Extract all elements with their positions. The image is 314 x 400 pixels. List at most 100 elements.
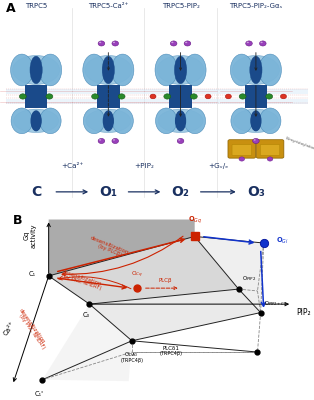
Ellipse shape: [30, 57, 42, 83]
Ellipse shape: [13, 56, 60, 84]
Ellipse shape: [103, 57, 114, 83]
Ellipse shape: [176, 111, 186, 131]
Text: +Gᵥ/ₑ: +Gᵥ/ₑ: [208, 162, 228, 168]
Text: TRPC5-Ca²⁺: TRPC5-Ca²⁺: [88, 3, 128, 9]
Ellipse shape: [230, 54, 253, 86]
Ellipse shape: [250, 110, 262, 131]
Ellipse shape: [184, 54, 206, 86]
Text: Gq
activity: Gq activity: [23, 223, 36, 248]
Text: PLCδ1: PLCδ1: [163, 346, 180, 351]
Ellipse shape: [31, 111, 41, 131]
Ellipse shape: [112, 41, 119, 46]
Ellipse shape: [251, 111, 261, 131]
Ellipse shape: [11, 108, 33, 134]
FancyBboxPatch shape: [169, 85, 192, 108]
Text: C₀: C₀: [83, 312, 90, 318]
Text: O₁: O₁: [99, 185, 117, 199]
Ellipse shape: [155, 54, 177, 86]
FancyBboxPatch shape: [245, 85, 267, 108]
Ellipse shape: [170, 41, 177, 46]
Text: (TRPC4β): (TRPC4β): [120, 358, 143, 363]
Ellipse shape: [157, 56, 204, 84]
Text: C: C: [31, 185, 41, 199]
Ellipse shape: [11, 54, 33, 86]
Ellipse shape: [85, 56, 132, 84]
Ellipse shape: [261, 42, 263, 43]
Ellipse shape: [99, 42, 101, 43]
Ellipse shape: [225, 94, 231, 99]
Ellipse shape: [40, 108, 61, 134]
Ellipse shape: [205, 94, 211, 99]
Text: C₁': C₁': [35, 391, 44, 397]
Ellipse shape: [184, 41, 191, 46]
Text: PLCβ: PLCβ: [158, 278, 171, 284]
Ellipse shape: [83, 54, 105, 86]
Text: O$_{PIP2}$: O$_{PIP2}$: [242, 274, 256, 284]
Ellipse shape: [39, 54, 62, 86]
Polygon shape: [195, 236, 264, 312]
Ellipse shape: [231, 108, 252, 134]
Ellipse shape: [112, 108, 133, 134]
Text: O$_{DAG}$: O$_{DAG}$: [124, 350, 139, 359]
Polygon shape: [49, 220, 195, 276]
Ellipse shape: [175, 56, 187, 84]
FancyBboxPatch shape: [25, 85, 47, 108]
Ellipse shape: [267, 157, 273, 161]
Ellipse shape: [30, 110, 42, 131]
Ellipse shape: [246, 41, 252, 46]
Polygon shape: [42, 304, 132, 381]
Ellipse shape: [99, 139, 101, 141]
Ellipse shape: [164, 94, 171, 99]
Ellipse shape: [46, 94, 53, 99]
Ellipse shape: [184, 108, 206, 134]
Ellipse shape: [266, 94, 273, 99]
Text: (by PKC, NHERF): (by PKC, NHERF): [61, 273, 102, 291]
Text: (TRPC4β): (TRPC4β): [160, 350, 183, 356]
Text: O$_{Gq}$: O$_{Gq}$: [188, 214, 202, 226]
Ellipse shape: [102, 56, 115, 84]
Text: +PIP₂: +PIP₂: [134, 162, 154, 168]
FancyBboxPatch shape: [260, 144, 280, 155]
Ellipse shape: [118, 94, 125, 99]
Text: O₃: O₃: [247, 185, 265, 199]
FancyBboxPatch shape: [6, 89, 308, 94]
FancyBboxPatch shape: [232, 144, 252, 155]
Ellipse shape: [232, 56, 279, 84]
Text: C₁: C₁: [29, 271, 36, 277]
Ellipse shape: [250, 56, 262, 84]
FancyBboxPatch shape: [6, 99, 308, 104]
FancyBboxPatch shape: [228, 140, 256, 158]
Ellipse shape: [247, 42, 249, 43]
Ellipse shape: [103, 111, 113, 131]
Ellipse shape: [19, 94, 26, 99]
Ellipse shape: [113, 42, 115, 43]
Ellipse shape: [83, 108, 105, 134]
Ellipse shape: [86, 109, 131, 132]
Ellipse shape: [185, 42, 187, 43]
Text: O$_{Cq}$: O$_{Cq}$: [131, 270, 143, 280]
Text: PIP₂: PIP₂: [297, 308, 311, 317]
Ellipse shape: [190, 94, 197, 99]
Ellipse shape: [98, 138, 105, 144]
Text: N-myristoylation: N-myristoylation: [284, 136, 314, 151]
Ellipse shape: [113, 139, 115, 141]
Polygon shape: [49, 236, 239, 304]
Ellipse shape: [254, 139, 256, 141]
Ellipse shape: [239, 94, 246, 99]
Text: TRPC5-PIP₂: TRPC5-PIP₂: [162, 3, 199, 9]
Ellipse shape: [175, 57, 186, 83]
Text: A: A: [6, 2, 15, 15]
Ellipse shape: [155, 108, 177, 134]
Ellipse shape: [30, 56, 42, 84]
Ellipse shape: [234, 109, 279, 132]
Ellipse shape: [14, 109, 59, 132]
Text: desensitization: desensitization: [61, 269, 102, 286]
Ellipse shape: [175, 110, 186, 131]
Text: +Ca²⁺: +Ca²⁺: [61, 162, 83, 168]
Ellipse shape: [92, 94, 99, 99]
Ellipse shape: [259, 54, 281, 86]
Text: desensitization: desensitization: [90, 236, 130, 256]
Ellipse shape: [178, 139, 180, 141]
Text: O$_{PIP2+Ca}$: O$_{PIP2+Ca}$: [264, 299, 287, 308]
Text: B: B: [13, 214, 22, 227]
